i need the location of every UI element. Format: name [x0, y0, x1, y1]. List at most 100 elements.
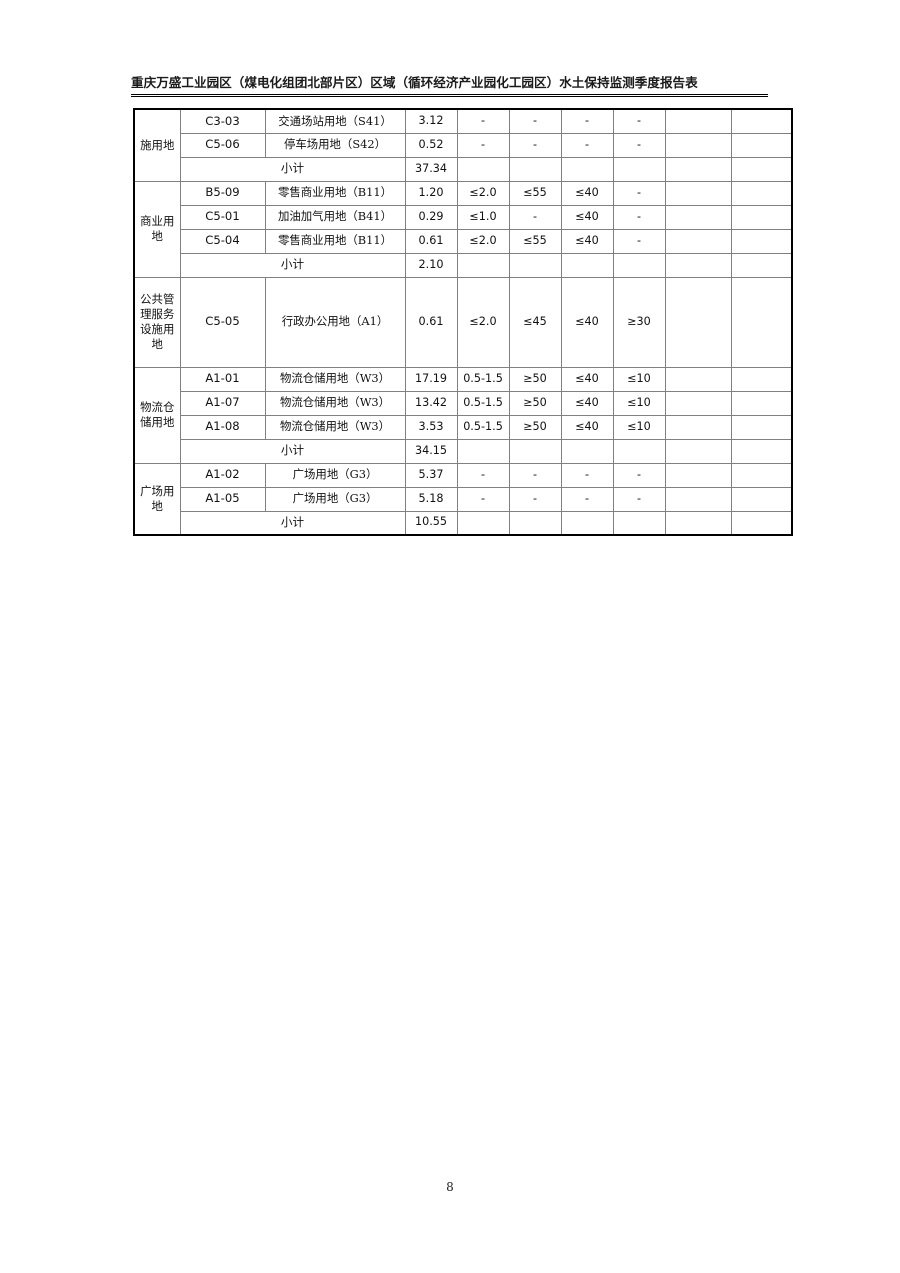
metric-3-cell: -: [560, 486, 614, 512]
area-cell: 13.42: [404, 390, 458, 416]
metric-2-cell: ≥50: [508, 390, 562, 416]
land-use-name-cell: 加油加气用地（B41）: [264, 204, 406, 230]
empty-cell: [560, 156, 614, 182]
metric-2-cell: ≥50: [508, 414, 562, 440]
metric-1-cell: ≤2.0: [456, 276, 510, 368]
plot-code-cell: A1-05: [180, 486, 266, 512]
empty-cell: [508, 438, 562, 464]
metric-3-cell: ≤40: [560, 414, 614, 440]
metric-3-cell: ≤40: [560, 204, 614, 230]
land-use-name-cell: 行政办公用地（A1）: [264, 276, 406, 368]
metric-3-cell: ≤40: [560, 390, 614, 416]
metric-4-cell: -: [612, 228, 666, 254]
empty-cell: [730, 204, 792, 230]
table-row: 公共管理服务设施用地 C5-05 行政办公用地（A1） 0.61 ≤2.0 ≤45 ≤40 ≥…: [134, 276, 792, 368]
area-cell: 1.20: [404, 180, 458, 206]
metric-1-cell: ≤2.0: [456, 228, 510, 254]
empty-cell: [730, 462, 792, 488]
plot-code-cell: C5-04: [180, 228, 266, 254]
table-row: 商业用地 B5-09 零售商业用地（B11） 1.20 ≤2.0 ≤55 ≤40-: [134, 180, 792, 278]
metric-2-cell: ≥50: [508, 366, 562, 392]
empty-cell: [664, 462, 732, 488]
land-category-cell: 商业用地: [134, 180, 181, 278]
page-number: 8: [446, 1180, 454, 1194]
empty-cell: [664, 180, 732, 206]
subtotal-area-cell: 10.55: [404, 510, 458, 535]
area-cell: 17.19: [404, 366, 458, 392]
area-cell: 0.61: [404, 276, 458, 368]
area-cell: 0.29: [404, 204, 458, 230]
land-use-name-cell: 广场用地（G3）: [264, 462, 406, 488]
empty-cell: [612, 510, 666, 535]
empty-cell: [664, 390, 732, 416]
metric-1-cell: -: [456, 132, 510, 158]
metric-1-cell: -: [456, 462, 510, 488]
table-row: 物流仓储用地 A1-01 物流仓储用地（W3） 17.19 0.5-1.5 ≥50 ≤40 ≤…: [134, 366, 792, 464]
empty-cell: [456, 510, 510, 535]
metric-2-cell: -: [508, 204, 562, 230]
metric-3-cell: ≤40: [560, 180, 614, 206]
empty-cell: [664, 109, 732, 134]
table-row: 施用地 C3-03 交通场站用地（S41） 3.12- - - -: [134, 109, 792, 182]
metric-4-cell: ≤10: [612, 390, 666, 416]
plot-code-cell: C5-05: [179, 276, 266, 368]
metric-1-cell: ≤2.0: [456, 180, 510, 206]
plot-code-cell: A1-07: [180, 390, 266, 416]
metric-4-cell: -: [612, 462, 666, 488]
metric-4-cell: -: [612, 109, 666, 134]
empty-cell: [664, 438, 732, 464]
metric-4-cell: ≤10: [612, 366, 666, 392]
metric-2-cell: ≤55: [508, 228, 562, 254]
metric-2-cell: -: [508, 109, 562, 134]
empty-cell: [560, 252, 614, 278]
area-cell: 5.37: [404, 462, 458, 488]
land-use-name-cell: 零售商业用地（B11）: [264, 180, 406, 206]
subtotal-label-cell: 小计: [180, 252, 406, 278]
empty-cell: [456, 438, 510, 464]
land-use-name-cell: 交通场站用地（S41）: [264, 109, 406, 134]
land-category-cell: 物流仓储用地: [134, 366, 181, 464]
empty-cell: [730, 366, 792, 392]
metric-3-cell: -: [560, 462, 614, 488]
area-cell: 3.53: [404, 414, 458, 440]
table-row: A1-05 广场用地（G3） 5.18- - - -: [134, 486, 792, 512]
table-row: A1-08 物流仓储用地（W3） 3.53 0.5-1.5 ≥50 ≤40 ≤10: [134, 414, 792, 440]
empty-cell: [730, 252, 792, 278]
empty-cell: [664, 204, 732, 230]
running-header: 重庆万盛工业园区（煤电化组团北部片区）区域（循环经济产业园化工园区）水土保持监测…: [131, 74, 771, 98]
metric-2-cell: ≤55: [508, 180, 562, 206]
metric-4-cell: ≥30: [612, 276, 666, 368]
land-use-name-cell: 物流仓储用地（W3）: [264, 366, 406, 392]
area-cell: 3.12: [404, 109, 458, 134]
empty-cell: [508, 156, 562, 182]
empty-cell: [612, 438, 666, 464]
plot-code-cell: C5-06: [180, 132, 266, 158]
metric-1-cell: 0.5-1.5: [456, 390, 510, 416]
empty-cell: [730, 276, 792, 368]
empty-cell: [508, 252, 562, 278]
empty-cell: [612, 156, 666, 182]
subtotal-label-cell: 小计: [180, 438, 406, 464]
land-use-name-cell: 物流仓储用地（W3）: [264, 414, 406, 440]
table-row: C5-01 加油加气用地（B41） 0.29 ≤1.0- ≤40-: [134, 204, 792, 230]
land-use-name-cell: 广场用地（G3）: [264, 486, 406, 512]
metric-2-cell: -: [508, 132, 562, 158]
empty-cell: [664, 228, 732, 254]
empty-cell: [730, 180, 792, 206]
table-row: A1-07 物流仓储用地（W3） 13.42 0.5-1.5 ≥50 ≤40 ≤10: [134, 390, 792, 416]
metric-3-cell: ≤40: [560, 366, 614, 392]
area-cell: 0.52: [404, 132, 458, 158]
land-category-cell: 施用地: [134, 109, 181, 182]
empty-cell: [664, 510, 732, 535]
land-use-name-cell: 零售商业用地（B11）: [264, 228, 406, 254]
land-category-cell: 公共管理服务设施用地: [134, 276, 181, 368]
empty-cell: [456, 156, 510, 182]
plot-code-cell: C5-01: [180, 204, 266, 230]
empty-cell: [730, 510, 792, 535]
empty-cell: [730, 132, 792, 158]
empty-cell: [730, 156, 792, 182]
metric-4-cell: -: [612, 204, 666, 230]
metric-1-cell: -: [456, 109, 510, 134]
metric-2-cell: ≤45: [508, 276, 562, 368]
